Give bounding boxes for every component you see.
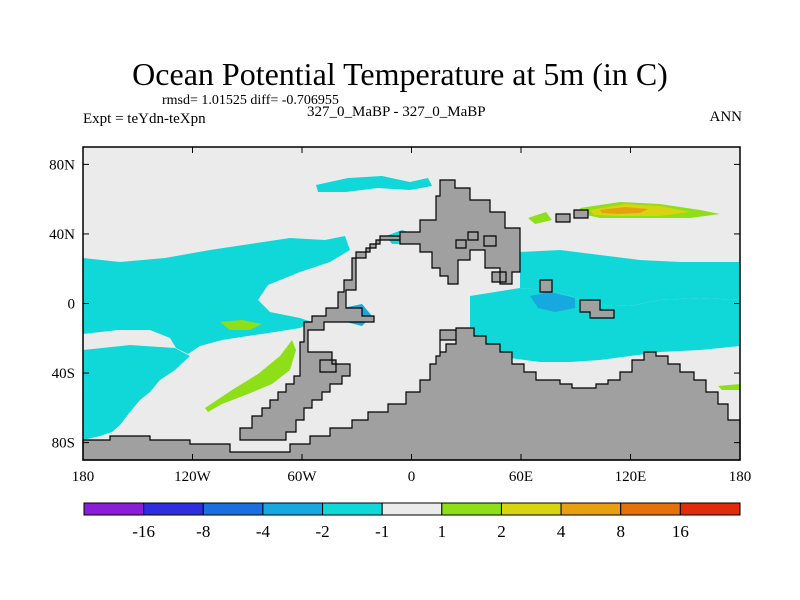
green-north-pacific-streak	[528, 212, 552, 224]
colorbar-swatch-5	[381, 502, 443, 516]
x-tick-label-4: 60E	[509, 469, 533, 485]
x-tick-label-3: 0	[408, 469, 416, 485]
y-tick-label-0: 80N	[49, 157, 75, 173]
experiment-label: Expt = teYdn-teXpn	[83, 111, 206, 127]
season-label: ANN	[709, 109, 743, 125]
green-pacific-streak	[220, 320, 262, 330]
cyan-south-pacific-west	[83, 345, 190, 440]
map-plot	[82, 146, 741, 461]
colorbar-label-8: 8	[616, 522, 625, 541]
colorbar-swatch-6	[441, 502, 502, 516]
colorbar-label-9: 16	[672, 522, 689, 541]
colorbar-swatch-1	[143, 502, 204, 516]
axis-ticks: 180 120W 60W 0 60E 120E 180 80N 40N 0 40S 80S	[49, 147, 751, 485]
cyan-tropical-pacific	[83, 236, 350, 354]
colorbar-label-1: -8	[196, 522, 210, 541]
colorbar-label-4: -1	[375, 522, 389, 541]
x-tick-label-2: 60W	[287, 469, 317, 485]
x-tick-label-1: 120W	[174, 469, 212, 485]
colorbar-label-6: 2	[497, 522, 506, 541]
x-tick-label-0: 180	[72, 469, 95, 485]
colorbar-label-5: 1	[438, 522, 447, 541]
green-east-pacific-streak	[718, 384, 740, 390]
stats-text: rmsd= 1.01525 diff= -0.706955	[162, 93, 339, 108]
warm-anomaly-layer	[590, 204, 690, 216]
colorbar-swatch-8	[560, 502, 622, 516]
colorbar-swatch-9	[620, 502, 681, 516]
colorbar-swatch-0	[83, 502, 145, 516]
green-south-pacific-band	[205, 340, 296, 412]
colorbar-swatch-4	[322, 502, 383, 516]
colorbar-label-7: 4	[557, 522, 566, 541]
cyan-north-pacific-band	[316, 176, 432, 192]
x-tick-label-6: 180	[729, 469, 752, 485]
colorbar-swatch-3	[262, 502, 324, 516]
colorbar: -16 -8 -4 -2 -1 1 2 4 8 16	[83, 502, 741, 541]
orange-north-asia-core	[600, 207, 648, 214]
colorbar-swatch-7	[500, 502, 562, 516]
land-layer	[82, 179, 741, 461]
colorbar-swatch-2	[202, 502, 264, 516]
colorbar-label-2: -4	[256, 522, 271, 541]
cyan-east-indian-band	[520, 250, 740, 306]
y-tick-label-1: 40N	[49, 227, 75, 243]
y-tick-label-2: 0	[68, 297, 76, 313]
land-main-continent	[82, 179, 741, 461]
y-tick-label-3: 40S	[52, 366, 75, 382]
case-label: 327_0_MaBP - 327_0_MaBP	[307, 104, 486, 120]
chart-title: Ocean Potential Temperature at 5m (in C)	[132, 56, 668, 92]
colorbar-label-0: -16	[132, 522, 155, 541]
colorbar-swatch-10	[679, 502, 741, 516]
colorbar-label-3: -2	[315, 522, 329, 541]
cyan-anomaly-layer	[83, 176, 740, 440]
blue-indian-patch	[530, 292, 575, 312]
y-tick-label-4: 80S	[52, 436, 75, 452]
x-tick-label-5: 120E	[615, 469, 647, 485]
